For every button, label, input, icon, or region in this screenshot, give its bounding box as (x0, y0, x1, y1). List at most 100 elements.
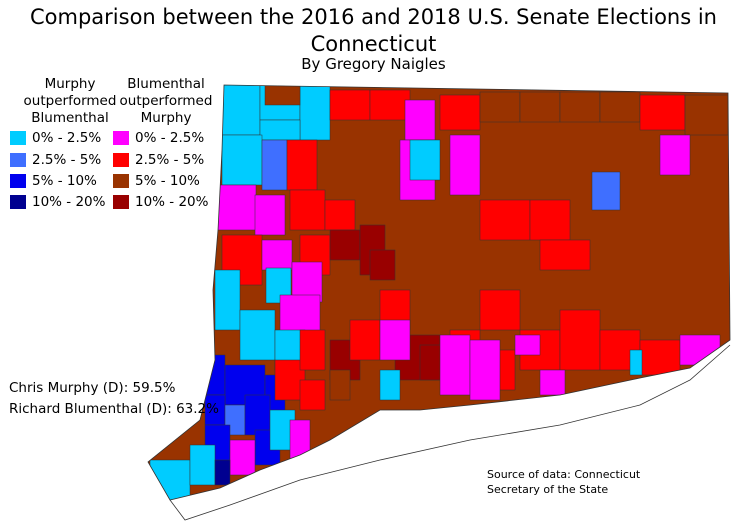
town (324, 199, 356, 231)
town (639, 94, 686, 131)
town (599, 91, 641, 123)
map-subtitle: By Gregory Naigles (301, 55, 446, 73)
town (244, 394, 271, 436)
legend-murphy-item: 0% - 2.5% (10, 130, 101, 146)
town-polygons (148, 85, 730, 500)
town (479, 91, 521, 123)
town (439, 334, 471, 396)
title-line-2: Connecticut (310, 32, 437, 56)
legend-label: 0% - 2.5% (135, 130, 205, 146)
legend-swatch (10, 153, 26, 167)
legend-murphy-item: 10% - 20% (10, 194, 105, 210)
legend-label: 5% - 10% (32, 173, 97, 189)
town (469, 339, 501, 401)
legend-label: 5% - 10% (135, 173, 200, 189)
town (259, 119, 301, 141)
title-line-1: Comparison between the 2016 and 2018 U.S… (30, 5, 717, 29)
town (659, 134, 691, 176)
legend-blumenthal-item: 0% - 2.5% (113, 130, 204, 146)
state-outline (147, 84, 731, 501)
legend-murphy-header: Murphy outperformed Blumenthal (20, 76, 120, 127)
town (299, 379, 326, 411)
town (214, 269, 241, 331)
town (479, 199, 531, 241)
town (449, 134, 481, 196)
town (404, 99, 436, 141)
town (349, 319, 381, 361)
town (149, 459, 191, 500)
town (679, 334, 721, 366)
legend-swatch (113, 195, 129, 209)
town (279, 294, 321, 336)
legend-swatch (113, 174, 129, 188)
legend-blumenthal-item: 5% - 10% (113, 173, 200, 189)
town (329, 229, 361, 261)
town (559, 309, 601, 371)
result-blumenthal: Richard Blumenthal (D): 63.2% (9, 401, 219, 417)
legend-murphy-header-line: Murphy (44, 76, 96, 92)
town (329, 369, 351, 401)
result-murphy: Chris Murphy (D): 59.5% (9, 380, 176, 396)
legend-swatch (10, 174, 26, 188)
legend-label: 2.5% - 5% (135, 152, 205, 168)
source-line: Source of data: Connecticut (487, 468, 641, 481)
town (539, 369, 566, 396)
legend-label: 2.5% - 5% (32, 152, 102, 168)
town (261, 239, 293, 271)
town (369, 89, 411, 121)
statewide-results: Chris Murphy (D): 59.5% Richard Blumenth… (9, 378, 219, 420)
legend-label: 10% - 20% (32, 194, 106, 210)
legend-blumenthal-item: 2.5% - 5% (113, 152, 204, 168)
town (239, 309, 276, 361)
town (639, 339, 681, 376)
town (591, 171, 621, 211)
legend-murphy-header-line: outperformed (23, 93, 117, 109)
town (299, 329, 326, 371)
legend-swatch (10, 195, 26, 209)
legend-label: 10% - 20% (135, 194, 209, 210)
town (261, 139, 288, 191)
town (514, 334, 541, 356)
town (539, 239, 591, 271)
town (529, 199, 571, 241)
town (254, 194, 286, 236)
legend-blumenthal-item: 10% - 20% (113, 194, 208, 210)
town (329, 89, 371, 121)
town (379, 319, 411, 361)
town (439, 94, 481, 131)
legend-murphy-item: 2.5% - 5% (10, 152, 101, 168)
legend-blumenthal-header-line: Murphy (140, 110, 192, 126)
town (215, 184, 257, 231)
town (286, 139, 318, 191)
legend-swatch (113, 153, 129, 167)
legend-swatch (113, 131, 129, 145)
town (369, 249, 396, 281)
source-line: Secretary of the State (487, 483, 609, 496)
legend-blumenthal-header-line: Blumenthal (127, 76, 205, 92)
town (519, 91, 561, 123)
town (221, 134, 263, 186)
town (299, 85, 331, 141)
town (229, 439, 256, 476)
town (289, 189, 326, 231)
map-title: Comparison between the 2016 and 2018 U.S… (0, 4, 747, 58)
town (189, 444, 216, 486)
legend-swatch (10, 131, 26, 145)
source-note: Source of data: Connecticut Secretary of… (487, 467, 640, 497)
town (214, 459, 231, 486)
town (684, 94, 729, 136)
legend-label: 0% - 2.5% (32, 130, 102, 146)
legend-murphy-header-line: Blumenthal (31, 110, 109, 126)
town (409, 139, 441, 181)
town (479, 289, 521, 331)
legend-blumenthal-header: Blumenthal outperformed Murphy (116, 76, 216, 127)
town (379, 369, 401, 401)
town (264, 85, 301, 106)
town (629, 349, 643, 376)
town (221, 85, 261, 136)
coastal-boundary-line (169, 344, 731, 521)
legend-blumenthal-header-line: outperformed (119, 93, 213, 109)
town (559, 91, 601, 123)
town (289, 419, 311, 461)
